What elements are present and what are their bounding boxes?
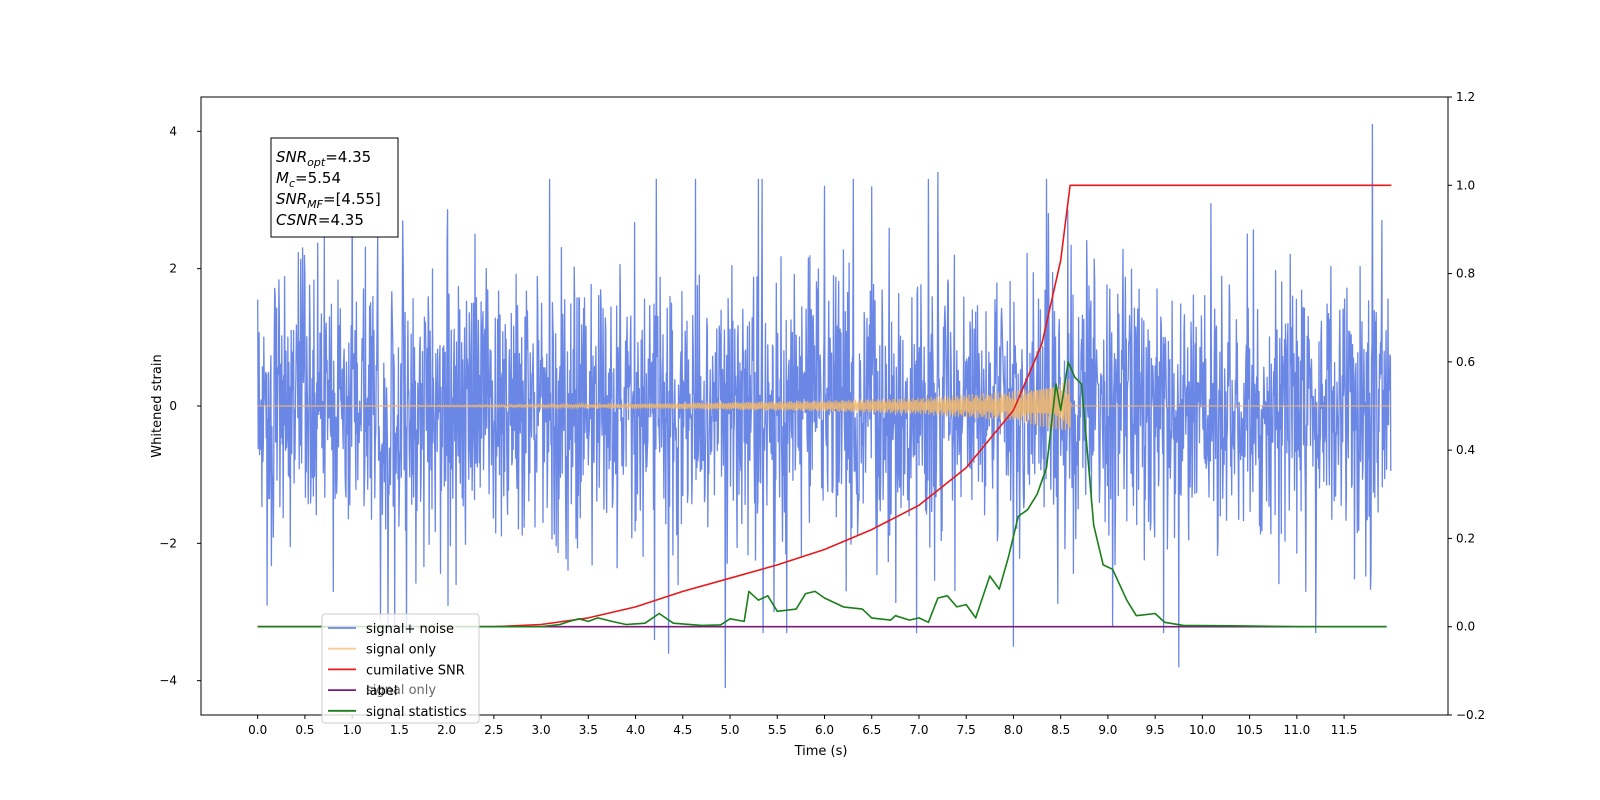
legend: signal+ noise signal only cumilative SNR la… xyxy=(321,613,480,724)
x-tick-label: 6.0 xyxy=(815,723,834,737)
plot-area xyxy=(257,123,1392,689)
legend-entry-label: signal+ noise xyxy=(366,622,454,637)
x-tick-label: 7.0 xyxy=(909,723,928,737)
y-tick-label-left: −4 xyxy=(159,674,177,688)
signal-statistics-line xyxy=(257,361,1387,628)
annotation-value: =[4.55] xyxy=(323,190,381,208)
x-tick-label: 1.0 xyxy=(343,723,362,737)
x-tick-label: 9.0 xyxy=(1098,723,1117,737)
y-tick-label-right: −0.2 xyxy=(1456,708,1485,722)
y-tick-label-right: 1.2 xyxy=(1456,90,1475,104)
legend-entry-label: label xyxy=(366,684,397,699)
x-tick-label: 11.5 xyxy=(1331,723,1358,737)
legend-entry-label: signal only xyxy=(366,643,436,658)
left-y-axis-ticks: −4 −2 0 2 4 xyxy=(159,124,201,688)
y-tick-label-right: 0.4 xyxy=(1456,443,1475,457)
x-tick-label: 7.5 xyxy=(957,723,976,737)
y-tick-label-left: −2 xyxy=(159,536,177,550)
right-y-axis-ticks: −0.2 0.0 0.2 0.4 0.6 0.8 1.0 1.2 xyxy=(1448,90,1485,722)
x-axis-ticks: 0.0 0.5 1.0 1.5 2.0 2.5 3.0 3.5 4.0 4.5 5.0 5.5 6.0 6… xyxy=(248,715,1357,737)
x-tick-label: 9.5 xyxy=(1146,723,1165,737)
legend-entry-label: signal statistics xyxy=(366,705,467,720)
x-tick-label: 10.5 xyxy=(1236,723,1263,737)
annotation-value: =4.35 xyxy=(325,148,371,166)
legend-entry-label: cumilative SNR xyxy=(366,663,465,678)
annotation-symbol: SNR xyxy=(276,148,307,166)
x-axis-label: Time (s) xyxy=(794,744,848,759)
x-tick-label: 2.0 xyxy=(437,723,456,737)
x-tick-label: 3.0 xyxy=(532,723,551,737)
signal-only-series xyxy=(257,378,1392,431)
annotation-frame xyxy=(270,137,399,238)
x-tick-label: 1.5 xyxy=(390,723,409,737)
annotation-subscript: opt xyxy=(307,156,326,169)
y-tick-label-right: 0.8 xyxy=(1456,267,1475,281)
annotation-line: SNRMF=[4.55] xyxy=(276,190,381,211)
annotation-line: CSNR=4.35 xyxy=(276,211,364,229)
x-tick-label: 8.0 xyxy=(1004,723,1023,737)
x-tick-label: 5.0 xyxy=(720,723,739,737)
signal-only-line xyxy=(257,378,1392,431)
x-tick-label: 8.5 xyxy=(1051,723,1070,737)
x-tick-label: 10.0 xyxy=(1189,723,1216,737)
annotation-value: =5.54 xyxy=(295,169,341,187)
annotation-value: =4.35 xyxy=(318,211,364,229)
legend-overlapped-text: signal only xyxy=(366,683,436,698)
x-tick-label: 11.0 xyxy=(1283,723,1310,737)
x-tick-label: 0.5 xyxy=(295,723,314,737)
annotation-subscript: c xyxy=(289,177,295,190)
x-tick-label: 0.0 xyxy=(248,723,267,737)
y-tick-label-left: 2 xyxy=(169,262,177,276)
legend-frame xyxy=(321,613,480,724)
y-tick-label-right: 0.2 xyxy=(1456,531,1475,545)
annotation-line: SNRopt=4.35 xyxy=(276,148,371,169)
y-tick-label-right: 0.6 xyxy=(1456,355,1475,369)
x-tick-label: 6.5 xyxy=(862,723,881,737)
annotation-symbol: SNR xyxy=(276,190,307,208)
y-tick-label-left: 0 xyxy=(169,399,177,413)
signal-noise-series xyxy=(257,123,1392,689)
y-tick-label-right: 1.0 xyxy=(1456,178,1475,192)
y-tick-label-right: 0.0 xyxy=(1456,620,1475,634)
annotation-symbol: M xyxy=(276,169,289,187)
x-tick-label: 4.5 xyxy=(673,723,692,737)
annotation-line: Mc=5.54 xyxy=(276,169,341,190)
x-tick-label: 5.5 xyxy=(768,723,787,737)
y-tick-label-left: 4 xyxy=(169,124,177,138)
y-axis-label: Whitened strain xyxy=(150,354,165,457)
annotation-symbol: CSNR xyxy=(276,211,318,229)
x-tick-label: 2.5 xyxy=(484,723,503,737)
x-tick-label: 4.0 xyxy=(626,723,645,737)
annotation-subscript: MF xyxy=(307,198,323,211)
x-tick-label: 3.5 xyxy=(579,723,598,737)
signal-noise-line xyxy=(257,123,1392,689)
